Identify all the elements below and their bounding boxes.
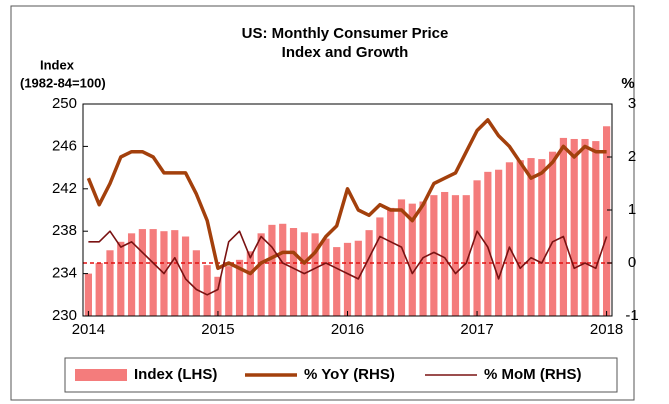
y-tick-label: 234	[52, 265, 77, 282]
bar	[495, 169, 503, 316]
bar	[181, 236, 190, 316]
x-tick-label: 2016	[331, 321, 364, 338]
bar	[171, 230, 179, 316]
chart-title: US: Monthly Consumer Price	[242, 25, 449, 42]
bar	[311, 233, 319, 316]
y-tick-label: 250	[52, 95, 77, 112]
bar	[235, 259, 244, 316]
bar	[592, 141, 600, 316]
bar	[516, 160, 524, 316]
bar	[246, 251, 254, 316]
bar	[322, 238, 330, 316]
bar	[473, 180, 481, 316]
bar	[214, 276, 222, 316]
bar	[106, 250, 114, 316]
bar	[289, 228, 298, 316]
bar	[505, 162, 514, 316]
x-tick-label: 2018	[590, 321, 623, 338]
bar	[462, 195, 470, 316]
x-tick-label: 2015	[201, 321, 234, 338]
y-axis-label: (1982-84=100)	[20, 75, 106, 90]
bar	[84, 273, 92, 316]
bar	[192, 250, 200, 316]
y2-tick-label: 1	[628, 201, 636, 218]
y2-tick-label: 0	[628, 254, 636, 271]
x-tick-label: 2017	[460, 321, 493, 338]
x-tick-label: 2014	[72, 321, 105, 338]
bar	[603, 126, 611, 316]
bar	[451, 195, 460, 316]
y2-tick-label: -1	[625, 307, 638, 324]
bar	[376, 217, 384, 316]
bar	[365, 230, 373, 316]
y-tick-label: 230	[52, 307, 77, 324]
bar	[149, 229, 157, 316]
bar	[397, 199, 406, 316]
bar	[343, 242, 352, 316]
bar	[257, 233, 265, 316]
bar	[549, 151, 557, 316]
chart-title: Index and Growth	[282, 44, 409, 61]
y2-axis-label: %	[621, 75, 634, 92]
bar	[570, 138, 578, 316]
bar	[138, 229, 146, 316]
legend-label: % MoM (RHS)	[484, 366, 582, 383]
bar	[117, 241, 125, 316]
legend-swatch	[75, 369, 127, 381]
bar	[538, 159, 546, 316]
bar	[95, 263, 103, 316]
bar	[484, 171, 492, 316]
bar	[203, 265, 211, 316]
bar	[527, 158, 535, 316]
bar	[279, 223, 287, 316]
bar	[408, 203, 416, 316]
line-series	[86, 118, 607, 276]
bar	[387, 207, 395, 316]
y-tick-label: 238	[52, 222, 77, 239]
bar	[441, 191, 449, 316]
legend-label: % YoY (RHS)	[304, 366, 395, 383]
bar	[581, 138, 589, 316]
bar	[430, 195, 438, 316]
bar	[268, 224, 276, 316]
line-series	[88, 230, 608, 296]
legend-label: Index (LHS)	[134, 366, 217, 383]
y-tick-label: 242	[52, 180, 77, 197]
bar	[333, 247, 341, 316]
bar	[225, 266, 233, 316]
bar	[127, 233, 136, 316]
y2-tick-label: 3	[628, 95, 636, 112]
bar	[559, 137, 568, 316]
y2-tick-label: 2	[628, 148, 636, 165]
legend	[64, 357, 618, 393]
y-tick-label: 246	[52, 137, 77, 154]
y-axis-label: Index	[40, 57, 75, 72]
